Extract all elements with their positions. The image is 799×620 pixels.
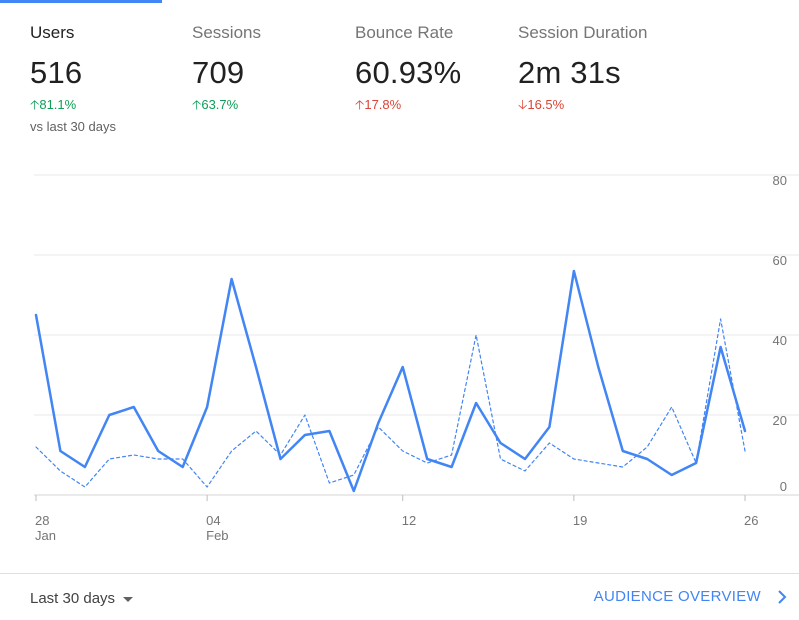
x-tick-label: 04 — [206, 513, 220, 528]
arrow-down-icon: 🡣 — [518, 97, 528, 112]
metric-label: Session Duration — [518, 23, 648, 42]
metrics-row: Users 516 🡡81.1% vs last 30 days Session… — [0, 0, 799, 150]
comparison-period: vs last 30 days — [30, 119, 116, 134]
metric-session-duration[interactable]: Session Duration 2m 31s 🡣16.5% — [518, 22, 647, 113]
metric-value: 60.93% — [355, 55, 462, 90]
audience-overview-label: AUDIENCE OVERVIEW — [593, 588, 761, 605]
metric-value: 709 — [192, 55, 245, 90]
caret-down-icon — [123, 596, 134, 602]
x-tick-label: 12 — [402, 513, 416, 528]
gridlines — [34, 174, 799, 496]
metric-bounce-rate[interactable]: Bounce Rate 60.93% 🡡17.8% — [355, 22, 461, 113]
date-range-dropdown[interactable]: Last 30 days — [30, 589, 134, 609]
x-tick-month-label: Jan — [35, 528, 56, 543]
metric-sessions[interactable]: Sessions 709 🡡63.7% — [192, 22, 261, 113]
chevron-right-icon — [778, 590, 787, 604]
current-period-line — [34, 269, 747, 493]
metric-value: 516 — [30, 55, 83, 90]
metric-value: 2m 31s — [518, 55, 621, 90]
y-tick-label: 20 — [773, 413, 787, 428]
arrow-up-icon: 🡡 — [192, 97, 202, 112]
arrow-up-icon: 🡡 — [355, 97, 365, 112]
metric-delta: 🡣16.5% — [518, 97, 565, 112]
metric-label: Sessions — [192, 23, 261, 42]
date-range-label: Last 30 days — [30, 590, 116, 607]
metric-delta: 🡡81.1% — [30, 97, 77, 112]
x-tick-label: 19 — [573, 513, 587, 528]
metric-delta: 🡡17.8% — [355, 97, 402, 112]
metric-users[interactable]: Users 516 🡡81.1% vs last 30 days — [30, 22, 116, 135]
y-tick-label: 40 — [773, 333, 787, 348]
x-tick-label: 26 — [744, 513, 758, 528]
arrow-up-icon: 🡡 — [30, 97, 40, 112]
audience-overview-link[interactable]: AUDIENCE OVERVIEW — [594, 587, 789, 607]
metric-label: Users — [30, 23, 75, 42]
active-metric-indicator — [0, 0, 162, 3]
previous-period-line — [35, 318, 746, 488]
metric-label: Bounce Rate — [355, 23, 454, 42]
y-tick-label: 0 — [780, 479, 787, 494]
y-axis-ticks: 80 60 40 20 0 — [773, 173, 787, 494]
metric-delta: 🡡63.7% — [192, 97, 239, 112]
x-tick-label: 28 — [35, 513, 49, 528]
y-tick-label: 80 — [773, 173, 787, 188]
y-tick-label: 60 — [773, 253, 787, 268]
footer-divider — [0, 573, 799, 574]
series-lines — [34, 269, 747, 493]
x-tick-month-label: Feb — [206, 528, 228, 543]
